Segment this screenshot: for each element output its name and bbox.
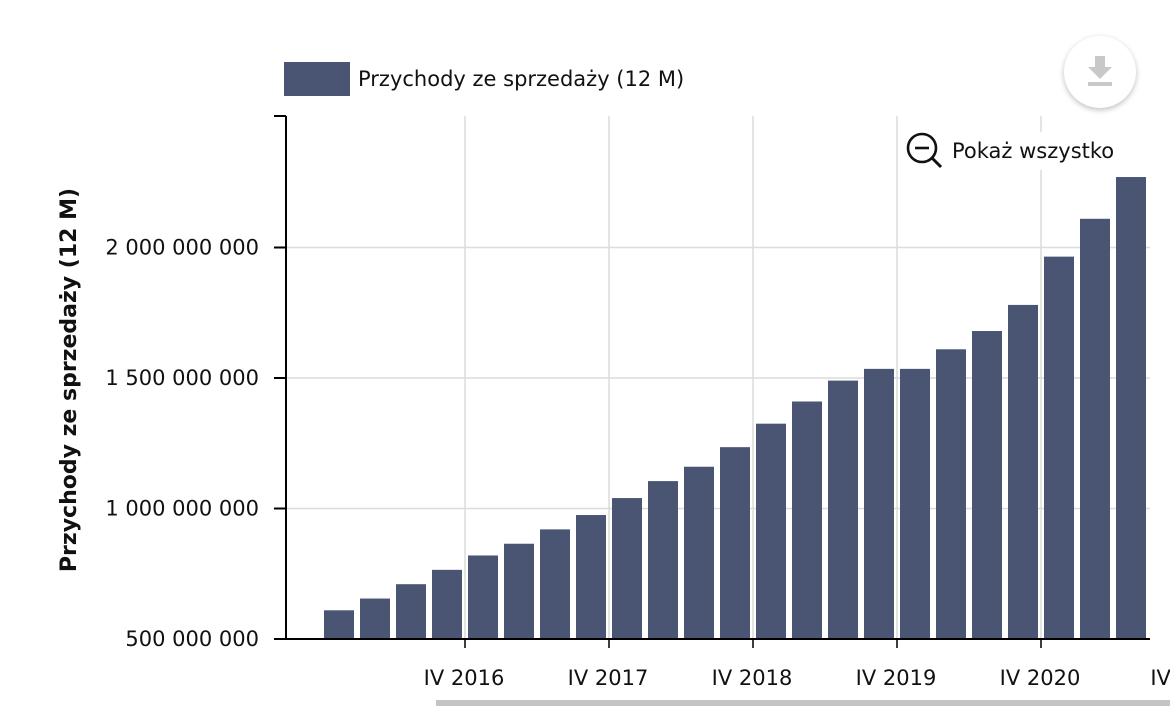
bar bbox=[756, 423, 786, 639]
y-tick-label: 1 000 000 000 bbox=[105, 497, 259, 521]
bar bbox=[432, 569, 462, 639]
bar bbox=[1116, 177, 1146, 639]
zoom-reset-label: Pokaż wszystko bbox=[952, 139, 1115, 163]
x-tick-label: IV 2018 bbox=[712, 666, 793, 690]
download-button[interactable] bbox=[1064, 36, 1136, 108]
bar bbox=[864, 368, 894, 639]
bar bbox=[1152, 169, 1170, 639]
y-tick-label: 500 000 000 bbox=[125, 627, 259, 651]
x-tick-label: IV 2017 bbox=[568, 666, 649, 690]
x-tick-label: IV 2016 bbox=[424, 666, 505, 690]
y-tick-label: 2 000 000 000 bbox=[105, 236, 259, 260]
bar bbox=[900, 368, 930, 639]
bar bbox=[1044, 256, 1074, 639]
x-axis-ticks: IV 2016 IV 2017 IV 2018 IV 2019 IV 2020 IV 20… bbox=[424, 639, 1170, 690]
bar bbox=[828, 380, 858, 639]
bar bbox=[684, 466, 714, 639]
bar bbox=[1080, 218, 1110, 639]
bar bbox=[648, 481, 678, 639]
bar bbox=[612, 498, 642, 639]
chart-bars bbox=[324, 169, 1170, 639]
x-tick-label: IV 202 bbox=[1150, 666, 1170, 690]
x-tick-label: IV 2019 bbox=[856, 666, 937, 690]
bar bbox=[396, 584, 426, 639]
y-axis-label: Przychody ze sprzedaży (12 M) bbox=[57, 188, 82, 572]
bar bbox=[720, 447, 750, 639]
bar bbox=[360, 598, 390, 639]
chart-grid bbox=[286, 116, 1150, 640]
y-axis-ticks: 500 000 000 1 000 000 000 1 500 000 000 2 0… bbox=[105, 236, 286, 651]
bar bbox=[468, 555, 498, 639]
legend-swatch bbox=[284, 62, 350, 96]
bar bbox=[576, 515, 606, 639]
horizontal-scrollbar[interactable] bbox=[436, 700, 1170, 706]
bar bbox=[972, 331, 1002, 639]
bar bbox=[540, 529, 570, 639]
bar bbox=[1008, 304, 1038, 639]
legend-label: Przychody ze sprzedaży (12 M) bbox=[358, 67, 685, 91]
bar bbox=[504, 543, 534, 639]
y-tick-label: 1 500 000 000 bbox=[105, 366, 259, 390]
bar bbox=[324, 610, 354, 639]
bar bbox=[936, 349, 966, 639]
download-icon bbox=[1088, 56, 1112, 86]
bar bbox=[792, 401, 822, 639]
chart-legend[interactable]: Przychody ze sprzedaży (12 M) bbox=[284, 62, 684, 96]
x-tick-label: IV 2020 bbox=[1000, 666, 1081, 690]
zoom-out-icon bbox=[906, 132, 943, 169]
zoom-reset-button[interactable]: Pokaż wszystko bbox=[906, 132, 1115, 170]
